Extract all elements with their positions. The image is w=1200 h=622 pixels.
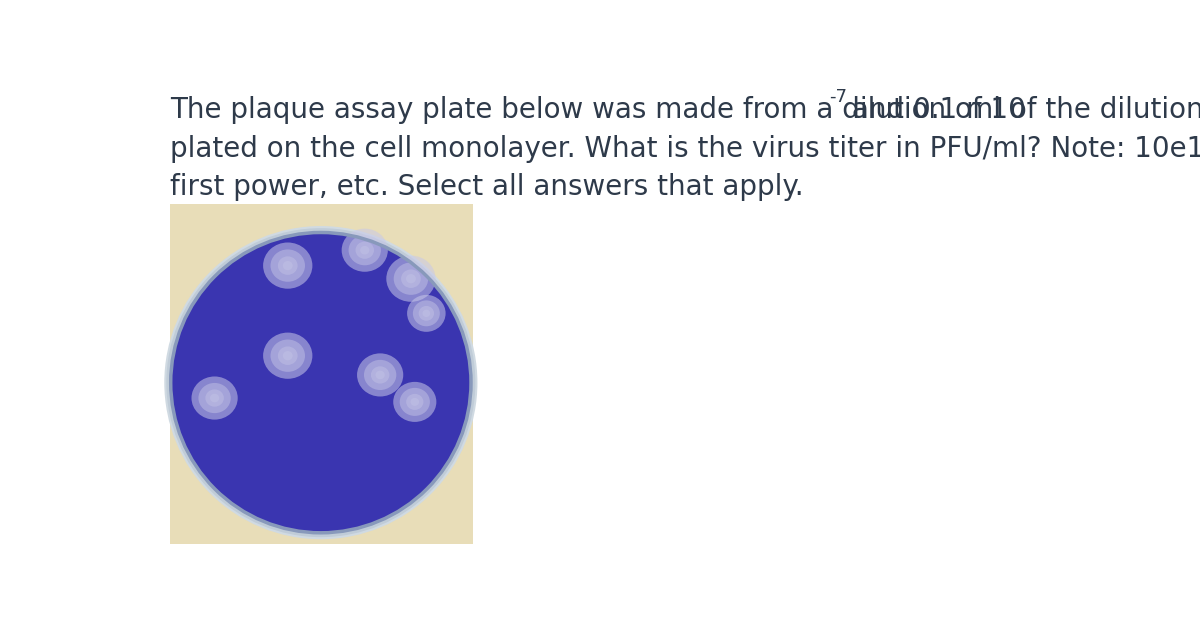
Text: and 0.1 ml of the dilution was: and 0.1 ml of the dilution was xyxy=(842,96,1200,124)
Ellipse shape xyxy=(406,394,424,410)
Ellipse shape xyxy=(355,241,374,259)
Text: The plaque assay plate below was made from a dilution of 10: The plaque assay plate below was made fr… xyxy=(170,96,1026,124)
Ellipse shape xyxy=(283,351,293,360)
Ellipse shape xyxy=(376,371,385,379)
Ellipse shape xyxy=(422,310,431,317)
Ellipse shape xyxy=(270,340,305,372)
Ellipse shape xyxy=(386,256,436,302)
Circle shape xyxy=(166,227,476,538)
Ellipse shape xyxy=(342,229,388,272)
Ellipse shape xyxy=(360,246,370,254)
Ellipse shape xyxy=(401,269,421,288)
Bar xyxy=(170,204,473,544)
Ellipse shape xyxy=(278,346,298,365)
Text: plated on the cell monolayer. What is the virus titer in PFU/ml? Note: 10e1 mean: plated on the cell monolayer. What is th… xyxy=(170,135,1200,163)
Ellipse shape xyxy=(283,261,293,270)
Text: first power, etc. Select all answers that apply.: first power, etc. Select all answers tha… xyxy=(170,173,804,201)
Ellipse shape xyxy=(400,388,430,416)
Ellipse shape xyxy=(371,366,389,384)
Ellipse shape xyxy=(407,295,445,332)
Ellipse shape xyxy=(394,262,428,295)
Ellipse shape xyxy=(364,360,396,390)
Ellipse shape xyxy=(205,389,224,407)
Text: -7: -7 xyxy=(829,88,847,106)
Ellipse shape xyxy=(278,256,298,275)
Ellipse shape xyxy=(348,235,380,266)
Circle shape xyxy=(170,233,472,533)
Ellipse shape xyxy=(198,383,230,413)
Ellipse shape xyxy=(410,398,419,406)
Ellipse shape xyxy=(394,382,437,422)
Ellipse shape xyxy=(263,333,312,379)
Ellipse shape xyxy=(210,394,220,402)
Ellipse shape xyxy=(419,306,434,321)
Ellipse shape xyxy=(192,376,238,420)
Ellipse shape xyxy=(263,243,312,289)
Ellipse shape xyxy=(358,353,403,396)
Ellipse shape xyxy=(270,249,305,282)
Ellipse shape xyxy=(413,300,440,327)
Ellipse shape xyxy=(406,274,416,283)
